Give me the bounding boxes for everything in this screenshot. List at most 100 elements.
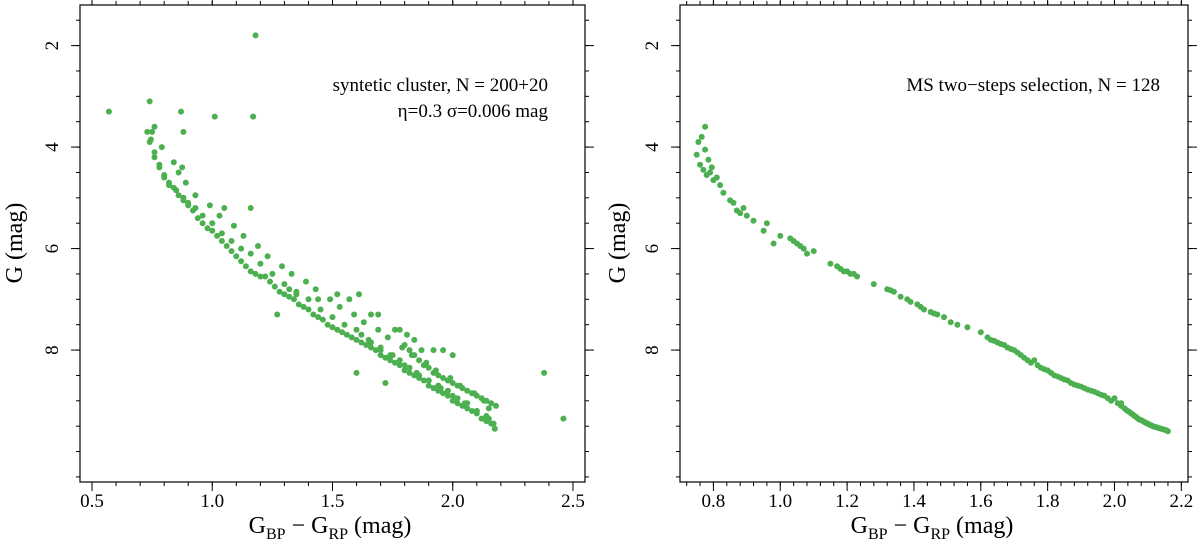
left-data-point (288, 270, 295, 277)
left-data-point (216, 212, 223, 219)
left-data-point (146, 139, 153, 145)
left-data-point (252, 270, 259, 277)
right-data-point (870, 281, 877, 288)
right-plot-frame (679, 4, 1189, 483)
right-panel: 0.8 1.0 1.2 1.4 1.6 1.8 2.0 2.2 2 4 6 8 MS two−step… (605, 0, 1197, 543)
left-data-point (485, 405, 492, 412)
left-data-point (404, 331, 410, 338)
left-data-point (319, 316, 326, 323)
left-x-tick-label: 1.5 (321, 491, 345, 512)
left-data-point (396, 362, 403, 369)
left-data-point (206, 202, 213, 209)
right-data-point (804, 250, 810, 257)
left-data-point (353, 326, 360, 333)
left-y-tick-label: 4 (42, 142, 63, 152)
left-data-point (358, 331, 365, 338)
left-data-point (360, 319, 367, 326)
left-data-point (329, 314, 336, 321)
right-x-tick-label: 1.6 (969, 491, 993, 512)
right-data-point (740, 205, 747, 211)
left-data-point (192, 205, 199, 211)
right-data-point (737, 210, 744, 217)
left-data-point (425, 364, 432, 371)
right-data-point (921, 306, 927, 313)
right-data-point (743, 212, 750, 219)
left-data-point (406, 369, 413, 376)
right-data-point (770, 240, 777, 247)
right-data-point (954, 321, 961, 328)
right-data-point (702, 123, 709, 130)
left-data-point (440, 375, 447, 381)
left-data-point (449, 380, 456, 386)
left-data-point (146, 98, 153, 105)
right-data-point (1111, 395, 1118, 402)
left-data-point (194, 215, 201, 222)
left-data-point (151, 154, 158, 161)
left-data-point (192, 192, 199, 199)
left-data-point (252, 32, 259, 39)
left-data-point (396, 357, 403, 364)
left-points (105, 32, 567, 432)
left-data-point (382, 380, 389, 386)
left-data-point (464, 387, 471, 394)
right-points (693, 123, 1171, 435)
left-data-point (175, 169, 182, 176)
left-data-point (418, 347, 425, 354)
right-x-tick-label: 1.4 (902, 491, 926, 512)
left-data-point (158, 144, 165, 151)
left-data-point (173, 187, 180, 194)
left-data-point (368, 344, 374, 351)
left-data-point (481, 397, 487, 404)
left-data-point (257, 273, 264, 280)
left-data-point (105, 108, 112, 115)
left-data-point (238, 258, 245, 265)
left-data-point (161, 174, 168, 181)
left-data-point (324, 321, 331, 328)
left-data-point (144, 128, 151, 135)
left-data-point (375, 311, 382, 318)
left-data-point (209, 220, 216, 227)
left-xlabel-mid: − G (286, 513, 329, 539)
left-data-point (387, 352, 394, 359)
left-data-point (300, 303, 307, 310)
left-data-point (351, 311, 358, 318)
left-data-point (240, 232, 247, 239)
left-data-point (247, 205, 254, 211)
left-data-point (315, 314, 322, 321)
right-data-point (730, 199, 737, 206)
left-data-point (430, 385, 437, 392)
left-data-point (223, 243, 230, 249)
right-data-point (760, 227, 767, 234)
left-data-point (310, 311, 317, 318)
left-y-tick-label: 8 (42, 345, 63, 355)
right-data-point (1031, 357, 1038, 364)
right-y-tick-label: 6 (642, 244, 663, 254)
left-xlabel-sub1: BP (266, 526, 286, 543)
left-data-point (346, 296, 353, 303)
right-data-point (1164, 428, 1171, 435)
right-data-point (697, 161, 704, 168)
left-data-point (449, 392, 456, 399)
right-xlabel-sub2: RP (930, 526, 950, 543)
right-data-point (750, 217, 757, 224)
left-y-tick-label: 2 (42, 41, 63, 51)
right-y-tick-label: 8 (642, 345, 663, 355)
left-data-point (211, 113, 218, 120)
left-data-point (447, 375, 454, 381)
left-data-point (377, 347, 384, 354)
left-data-point (541, 369, 548, 376)
left-data-point (238, 245, 245, 252)
right-data-point (698, 133, 705, 140)
right-y-tick-label: 4 (642, 142, 663, 152)
right-data-point (854, 273, 861, 280)
left-data-point (491, 425, 498, 432)
left-data-point (440, 390, 447, 397)
right-data-point (827, 260, 834, 267)
left-data-point (199, 220, 206, 227)
left-data-point (305, 296, 312, 303)
left-data-point (478, 415, 485, 422)
right-data-point (720, 189, 727, 196)
left-data-point (406, 347, 413, 354)
left-x-tick-label: 2.0 (441, 491, 465, 512)
